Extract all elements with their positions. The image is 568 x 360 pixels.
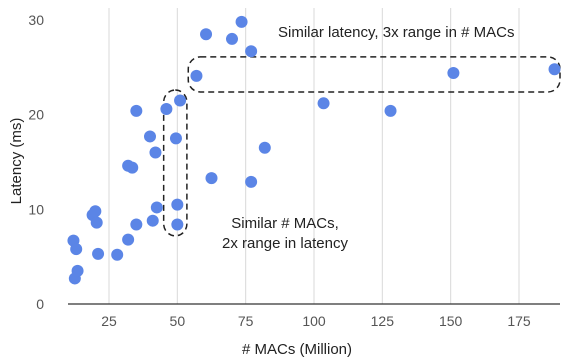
data-point: [130, 104, 143, 117]
x-tick-label-50: 50: [170, 313, 186, 329]
data-point: [90, 216, 103, 229]
data-point: [171, 198, 184, 211]
tick-labels: 25 50 75 100 125 150 175 0 10 20 30: [28, 12, 530, 329]
y-tick-label-20: 20: [28, 107, 44, 123]
data-point: [384, 104, 397, 117]
data-point: [447, 67, 460, 80]
data-point: [169, 132, 182, 145]
data-point: [160, 102, 173, 115]
data-point: [144, 130, 156, 143]
data-point: [89, 205, 102, 218]
annotation-latency-range: 2x range in latency: [222, 235, 348, 252]
data-point: [317, 97, 330, 110]
x-tick-label-75: 75: [238, 313, 254, 329]
data-point: [174, 94, 187, 107]
data-point: [92, 247, 105, 260]
data-point: [258, 141, 271, 154]
highlight-box-2: [162, 89, 188, 237]
data-point: [122, 233, 135, 246]
data-point: [200, 28, 213, 41]
data-point: [548, 63, 561, 76]
x-axis-title: # MACs (Million): [242, 341, 352, 358]
y-tick-label-0: 0: [36, 296, 44, 312]
data-point: [126, 161, 139, 174]
y-tick-label-10: 10: [28, 201, 44, 217]
x-tick-label-25: 25: [101, 313, 117, 329]
x-tick-label-175: 175: [507, 313, 531, 329]
data-point: [150, 201, 163, 214]
highlight-box-1: [187, 56, 561, 93]
data-point: [190, 69, 203, 82]
data-point: [245, 45, 258, 58]
data-point: [130, 218, 143, 231]
data-point: [149, 146, 162, 159]
data-point: [111, 248, 124, 261]
y-tick-label-30: 30: [28, 12, 44, 28]
data-point: [70, 243, 83, 256]
data-point: [71, 264, 84, 277]
annotation-similar-latency: Similar latency, 3x range in # MACs: [278, 24, 514, 41]
annotation-similar-macs: Similar # MACs,: [231, 215, 339, 232]
data-point: [245, 175, 258, 188]
data-point: [171, 218, 184, 231]
data-points: [67, 15, 561, 285]
y-axis-title: Latency (ms): [8, 118, 25, 205]
highlight-boxes: [162, 56, 561, 237]
x-tick-label-150: 150: [439, 313, 463, 329]
x-tick-label-125: 125: [371, 313, 395, 329]
data-point: [146, 214, 159, 227]
data-point: [205, 172, 218, 185]
data-point: [226, 32, 238, 45]
x-tick-label-100: 100: [302, 313, 326, 329]
data-point: [235, 15, 248, 28]
gridlines: [108, 8, 520, 304]
